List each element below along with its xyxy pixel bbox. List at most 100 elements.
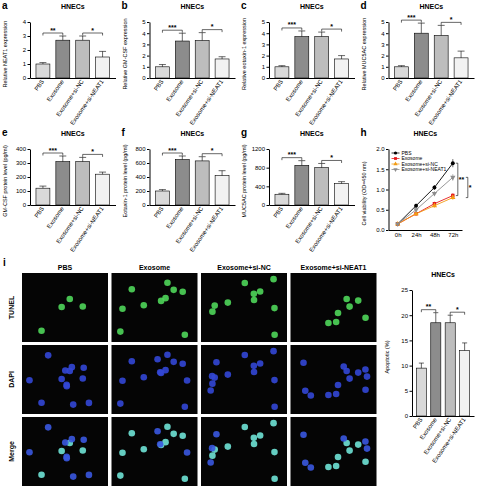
tick-mark xyxy=(267,149,270,150)
tick: Exosome+si-NEAT1 xyxy=(189,205,225,253)
error-bar xyxy=(179,33,186,41)
cell xyxy=(62,367,69,374)
error-bar xyxy=(338,56,345,59)
bar xyxy=(335,59,349,78)
significance-label: * xyxy=(330,154,333,161)
bar xyxy=(195,161,209,205)
tick: 1.5 xyxy=(376,167,388,173)
tick-label: 0.0 xyxy=(376,227,385,233)
tick: 0 xyxy=(23,202,30,208)
tick-label: 1 xyxy=(381,64,385,70)
bar xyxy=(315,37,329,78)
tick-label: 0 xyxy=(405,413,409,419)
cell xyxy=(26,377,33,384)
tick: 3 xyxy=(23,33,30,39)
y-axis: 0200400600800 xyxy=(135,146,150,208)
chart-title: HNECs xyxy=(61,3,85,10)
tick-mark xyxy=(28,149,31,150)
chart-title: HNECs xyxy=(180,3,204,10)
significance-label: *** xyxy=(288,151,296,158)
cell xyxy=(66,296,73,303)
tick-label: Exosome+si-NEAT1 xyxy=(189,78,225,126)
significance-label: * xyxy=(91,27,94,34)
line xyxy=(398,196,453,224)
bar xyxy=(155,191,169,205)
tick: 5 xyxy=(405,388,412,394)
cell xyxy=(207,387,214,394)
plot: PBSExosomeExosome+si-NCExosome+si-NEAT1H… xyxy=(384,271,475,464)
cell xyxy=(251,369,258,376)
bar xyxy=(394,67,408,78)
cell xyxy=(58,448,65,455)
figure: aPBSExosomeExosome+si-NCExosome+si-NEAT1… xyxy=(0,0,478,500)
panel-label: a xyxy=(2,0,8,11)
tick: PBS xyxy=(33,206,45,219)
tick-label: PBS xyxy=(412,417,424,430)
tick-label: 4 xyxy=(23,19,27,25)
tick-mark xyxy=(386,56,389,57)
cell xyxy=(119,377,126,384)
micrograph xyxy=(22,345,108,414)
cell xyxy=(140,374,147,381)
error-bar xyxy=(199,157,206,161)
tick-label: 0 xyxy=(262,75,266,81)
chart-title: HNECs xyxy=(300,130,324,137)
cell xyxy=(300,359,307,366)
cell xyxy=(325,320,332,327)
tick: 0.5 xyxy=(376,207,388,213)
cell xyxy=(346,303,353,310)
significance-label: ** xyxy=(459,176,465,183)
cell xyxy=(119,305,126,312)
cell xyxy=(300,431,307,438)
legend-label: Exosome+si-NEAT1 xyxy=(402,166,447,172)
tick-mark xyxy=(267,22,270,23)
cell xyxy=(79,447,86,454)
significance-label: *** xyxy=(407,14,415,21)
cell xyxy=(117,400,124,407)
bar xyxy=(275,194,289,205)
cell xyxy=(179,288,186,295)
tick: 1200 xyxy=(252,146,269,152)
tick-mark xyxy=(147,149,150,150)
cell xyxy=(179,360,186,367)
cell xyxy=(119,449,126,456)
y-axis: 0100200300400 xyxy=(16,146,31,208)
tick: 3 xyxy=(262,42,269,48)
cell xyxy=(38,327,45,334)
y-axis: 012345 xyxy=(142,19,150,81)
error-bar xyxy=(338,182,345,184)
panel-label: h xyxy=(361,127,367,138)
panel: fPBSExosomeExosome+si-NCExosome+si-NEAT1… xyxy=(122,127,236,253)
tick-mark xyxy=(147,205,150,206)
cell xyxy=(362,438,369,445)
cell xyxy=(333,391,340,398)
marker xyxy=(451,161,455,165)
marks xyxy=(275,31,349,78)
cell xyxy=(302,387,309,394)
error-bar xyxy=(438,25,445,35)
tick-mark xyxy=(28,177,31,178)
tick-label: 72h xyxy=(448,232,458,238)
tick-mark xyxy=(28,22,31,23)
cell xyxy=(63,454,70,461)
significance-label: * xyxy=(450,16,453,23)
column-label: Exosome xyxy=(139,264,170,271)
tick-label: Exosome+si-NEAT1 xyxy=(189,205,225,253)
error-bar xyxy=(398,66,405,67)
column-label: Exosome+si-NC xyxy=(217,264,271,271)
cell xyxy=(333,463,340,470)
tick: 2.0 xyxy=(376,146,388,152)
tick-label: 200 xyxy=(135,188,146,194)
y-axis: 0.00.51.01.52.0 xyxy=(376,146,389,233)
x-axis: PBSExosomeExosome+si-NCExosome+si-NEAT1 xyxy=(412,416,475,464)
tick: 0 xyxy=(23,75,30,81)
tick-mark xyxy=(386,230,389,231)
chart-title: HNECs xyxy=(413,130,437,137)
tick-label: Exosome xyxy=(46,205,66,229)
cell xyxy=(241,424,248,431)
cell xyxy=(335,454,342,461)
cell xyxy=(184,449,191,456)
significance-label: ** xyxy=(426,303,432,310)
marks xyxy=(416,313,469,416)
tick: 800 xyxy=(135,146,149,152)
